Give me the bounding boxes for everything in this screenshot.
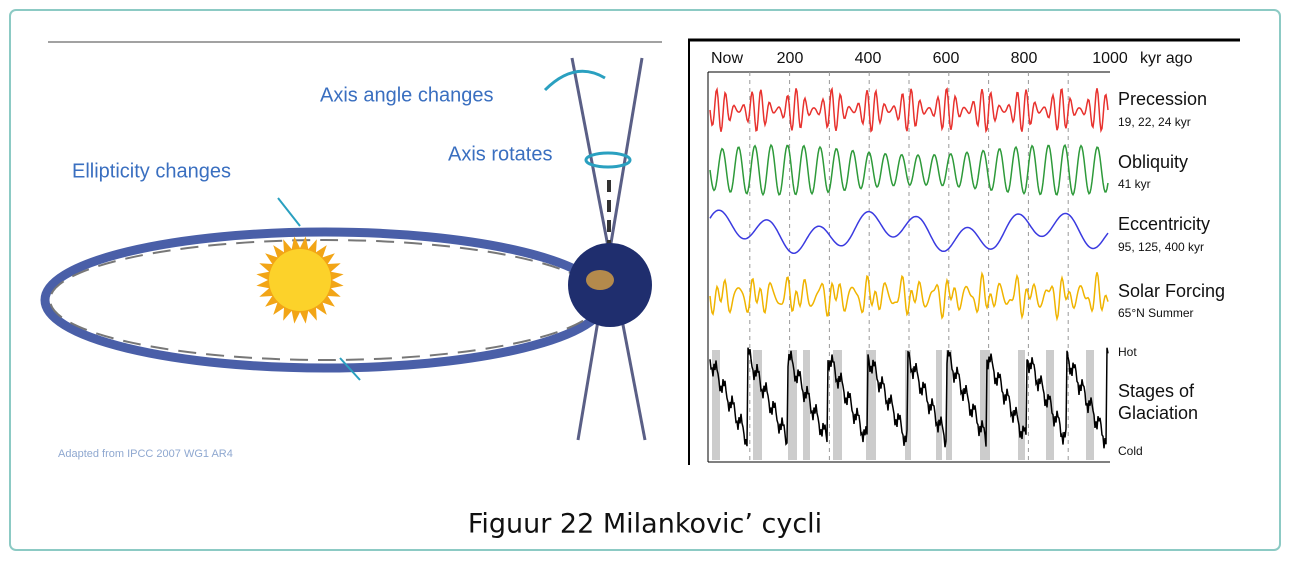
tick-label: 1000 <box>1092 50 1128 67</box>
tick-label: 400 <box>855 50 882 67</box>
tick-label: 200 <box>777 50 804 67</box>
label: Axis rotates <box>448 143 552 165</box>
earth-land <box>586 270 614 290</box>
interglacial-band <box>936 350 942 460</box>
cycles-panel: Now 200 400 600 800 1000 kyr ago Precession 19, … <box>688 40 1240 465</box>
row-name: Stages of <box>1118 381 1195 401</box>
interglacial-band <box>1018 350 1025 460</box>
caption: Figuur 22 Milankovic’ cycli <box>468 509 822 540</box>
tick-label: 800 <box>1011 50 1038 67</box>
row-name: Eccentricity <box>1118 214 1210 234</box>
cold-label: Cold <box>1118 444 1143 458</box>
page: {"illustration": {"axis_angle": "Axis an… <box>0 0 1290 560</box>
credit: Adapted from IPCC 2007 WG1 AR4 <box>58 448 233 460</box>
sun-disc <box>269 249 331 311</box>
row-detail: 65°N Summer <box>1118 306 1194 320</box>
tick-label: 600 <box>933 50 960 67</box>
row-detail: 95, 125, 400 kyr <box>1118 240 1204 254</box>
unit-label: kyr ago <box>1140 50 1193 67</box>
row-name: Solar Forcing <box>1118 281 1225 301</box>
label: Axis angle changes <box>320 84 493 106</box>
row-detail: 19, 22, 24 kyr <box>1118 115 1191 129</box>
interglacial-band <box>803 350 810 460</box>
tick-label: Now <box>711 50 743 67</box>
label: Ellipticity changes <box>72 160 231 182</box>
figure: Axis angle changes Axis rotates Elliptic… <box>0 0 1290 560</box>
row-detail: 41 kyr <box>1118 177 1151 191</box>
interglacial-band <box>788 350 797 460</box>
row-name: Obliquity <box>1118 152 1188 172</box>
hot-label: Hot <box>1118 345 1137 359</box>
row-name: Glaciation <box>1118 403 1198 423</box>
row-name: Precession <box>1118 89 1207 109</box>
